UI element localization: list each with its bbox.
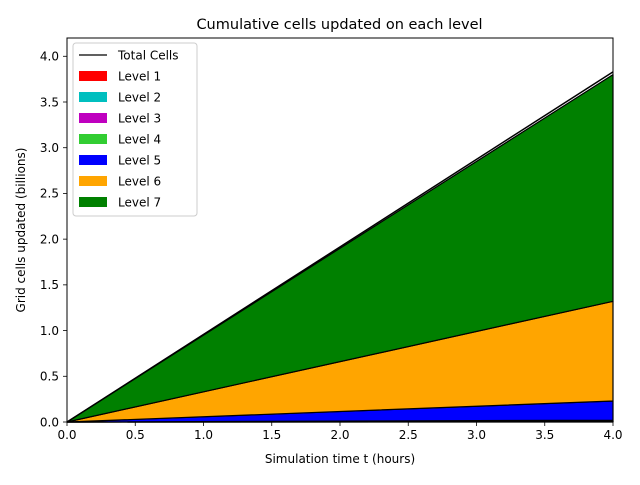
legend-swatch-level-4 <box>79 134 107 144</box>
x-axis-label: Simulation time t (hours) <box>265 452 415 466</box>
y-tick-label: 3.0 <box>40 141 59 155</box>
legend-label-level-4: Level 4 <box>118 133 161 147</box>
legend-swatch-level-1 <box>79 71 107 81</box>
x-tick-label: 0.0 <box>57 428 76 442</box>
x-tick-label: 3.0 <box>467 428 486 442</box>
x-tick-label: 1.0 <box>194 428 213 442</box>
legend-swatch-level-5 <box>79 155 107 165</box>
y-tick-label: 2.5 <box>40 187 59 201</box>
legend-swatch-level-2 <box>79 92 107 102</box>
x-tick-label: 0.5 <box>126 428 145 442</box>
legend-label-total-cells: Total Cells <box>117 49 179 63</box>
y-tick-label: 2.0 <box>40 232 59 246</box>
legend-label-level-1: Level 1 <box>118 70 161 84</box>
y-tick-label: 1.0 <box>40 324 59 338</box>
y-axis-label: Grid cells updated (billions) <box>14 148 28 313</box>
legend-label-level-3: Level 3 <box>118 112 161 126</box>
y-tick-label: 0.0 <box>40 415 59 429</box>
legend-label-level-7: Level 7 <box>118 196 161 210</box>
legend-swatch-level-7 <box>79 197 107 207</box>
x-tick-label: 3.5 <box>535 428 554 442</box>
legend-label-level-6: Level 6 <box>118 175 161 189</box>
x-tick-label: 4.0 <box>603 428 622 442</box>
y-tick-label: 0.5 <box>40 370 59 384</box>
x-tick-label: 1.5 <box>262 428 281 442</box>
x-tick-label: 2.0 <box>330 428 349 442</box>
y-tick-label: 4.0 <box>40 50 59 64</box>
legend-label-level-2: Level 2 <box>118 91 161 105</box>
x-tick-label: 2.5 <box>399 428 418 442</box>
legend: Total Cells Level 1 Level 2 Level 3 Level 4 L… <box>73 43 197 216</box>
y-tick-label: 1.5 <box>40 278 59 292</box>
y-tick-label: 3.5 <box>40 95 59 109</box>
legend-swatch-level-6 <box>79 176 107 186</box>
chart-title: Cumulative cells updated on each level <box>196 17 482 33</box>
legend-swatch-level-3 <box>79 113 107 123</box>
legend-label-level-5: Level 5 <box>118 154 161 168</box>
